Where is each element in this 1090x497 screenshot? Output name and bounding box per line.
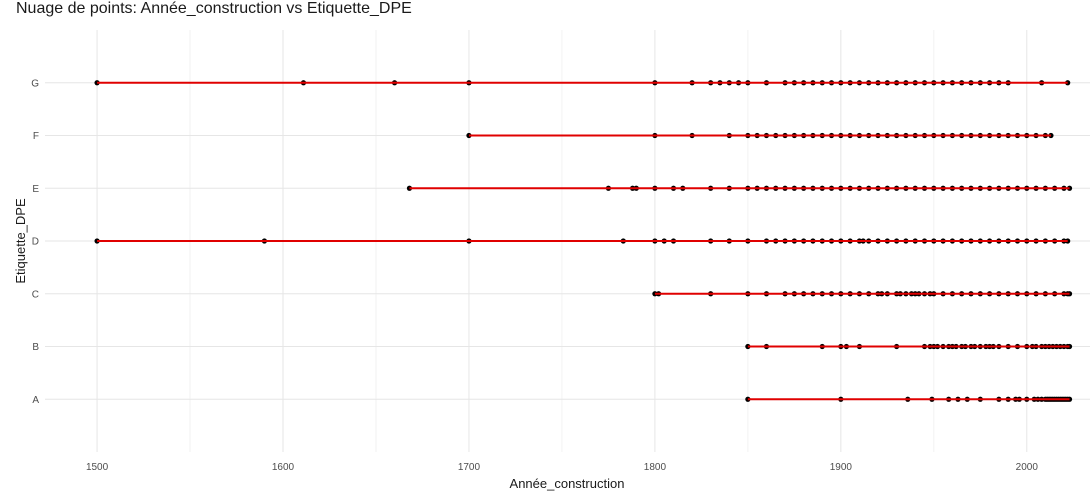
x-tick-label: 1600 (272, 462, 295, 473)
tick-labels: 1500 1600 1700 1800 1900 2000 A B C D E F G (31, 78, 1038, 473)
y-axis-title: Etiquette_DPE (13, 198, 28, 284)
series-B (745, 343, 1073, 350)
x-tick-label: 1700 (458, 462, 481, 473)
y-tick-label: B (32, 342, 39, 353)
series (94, 80, 1073, 402)
series-E (406, 185, 1073, 191)
x-axis-title: Année_construction (510, 476, 625, 491)
x-tick-label: 1900 (830, 462, 853, 473)
x-tick-label: 2000 (1016, 462, 1039, 473)
y-tick-label: G (31, 78, 39, 89)
y-tick-label: A (32, 395, 39, 406)
y-tick-label: C (32, 289, 39, 300)
x-tick-label: 1500 (86, 462, 109, 473)
series-A (745, 396, 1073, 402)
y-tick-label: E (32, 184, 39, 195)
series-G (94, 80, 1071, 86)
series-F (466, 132, 1054, 139)
y-tick-label: F (33, 131, 39, 142)
series-C (652, 291, 1073, 297)
chart-title: Nuage de points: Année_construction vs E… (16, 0, 412, 17)
y-tick-label: D (32, 237, 39, 248)
series-D (94, 238, 1071, 244)
x-tick-label: 1800 (644, 462, 667, 473)
